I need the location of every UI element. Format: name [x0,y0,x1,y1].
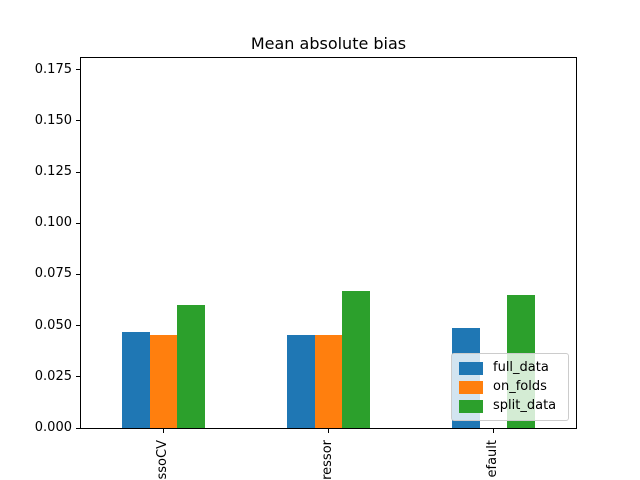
y-tick-label: 0.125 [34,164,72,179]
bar-full_data-group1 [287,334,315,428]
bar-full_data-group0 [122,331,150,428]
chart-title: Mean absolute bias [250,34,407,53]
y-tick-mark [76,273,80,275]
y-tick-mark [76,69,80,71]
x-axis-label-text: ssoCV [155,440,171,480]
x-tick-mark [492,429,494,433]
y-tick-label: 0.150 [34,112,72,128]
bar-split_data-group0 [177,305,205,428]
y-tick-label: 0.100 [34,215,72,231]
legend-label: on_folds [493,379,547,394]
y-tick-mark [76,120,80,122]
bar-on_folds-group1 [314,334,343,428]
legend-swatch-full_data [459,361,483,375]
legend-item-split_data: split_data [459,397,561,415]
legend-item-on_folds: on_folds [459,378,561,396]
y-tick-mark [76,427,80,429]
y-tick-label: 0.000 [34,420,72,435]
x-tick-mark [327,429,329,433]
legend-label: split_data [493,398,557,413]
x-axis-label-text: efault [485,440,501,478]
y-tick-label: 0.025 [34,368,72,384]
bar-on_folds-group0 [149,334,178,428]
legend-swatch-on_folds [459,380,483,394]
y-tick-label: 0.075 [34,266,72,282]
x-tick-mark [162,429,164,433]
legend-swatch-split_data [459,399,483,413]
y-tick-label: 0.050 [34,317,72,333]
bar-split_data-group1 [342,290,370,428]
y-tick-mark [76,222,80,224]
x-axis-label: ressor [320,436,336,480]
y-tick-mark [76,325,80,327]
legend-item-full_data: full_data [459,359,561,377]
y-tick-mark [76,376,80,378]
x-axis-label: efault [485,436,501,480]
y-tick-mark [76,171,80,173]
legend-label: full_data [493,360,549,375]
legend: full_data on_folds split_data [451,353,569,421]
x-axis-label: ssoCV [155,436,171,480]
x-axis-label-text: ressor [320,440,336,480]
y-tick-label: 0.175 [34,61,72,77]
